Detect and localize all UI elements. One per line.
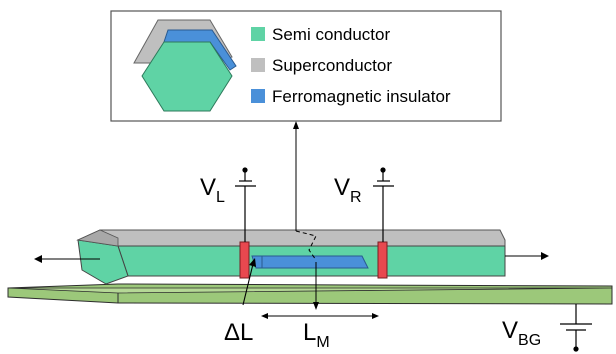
right-gate-electrode (377, 241, 388, 279)
wire-axis-arrows (34, 252, 549, 263)
cross-section-pointer (293, 121, 317, 261)
legend-item-superconductor: Superconductor (251, 56, 392, 75)
vbg-label: VBG (502, 317, 541, 349)
delta-l-label: ΔL (224, 319, 253, 346)
vl-label: VL (200, 174, 225, 206)
lm-indicator (261, 262, 379, 319)
delta-l-indicator (242, 258, 256, 306)
svg-text:Superconductor: Superconductor (272, 56, 392, 75)
legend-item-semiconductor: Semi conductor (251, 25, 390, 44)
nanowire (76, 229, 506, 285)
cross-section-hexagon (133, 19, 237, 112)
svg-text:Semi conductor: Semi conductor (272, 25, 390, 44)
lm-label: LM (303, 319, 330, 351)
legend-item-ferromagnetic-insulator: Ferromagnetic insulator (251, 87, 451, 106)
back-gate-plate (7, 283, 613, 305)
legend-box: Semi conductor Superconductor Ferromagne… (110, 10, 502, 122)
svg-text:Ferromagnetic insulator: Ferromagnetic insulator (272, 87, 451, 106)
left-gate-electrode (239, 241, 250, 279)
back-gate-voltage-source (560, 304, 592, 352)
ferromagnetic-segment (261, 255, 369, 269)
vr-label: VR (334, 174, 362, 206)
left-voltage-source (235, 167, 256, 242)
right-voltage-source (373, 167, 394, 242)
